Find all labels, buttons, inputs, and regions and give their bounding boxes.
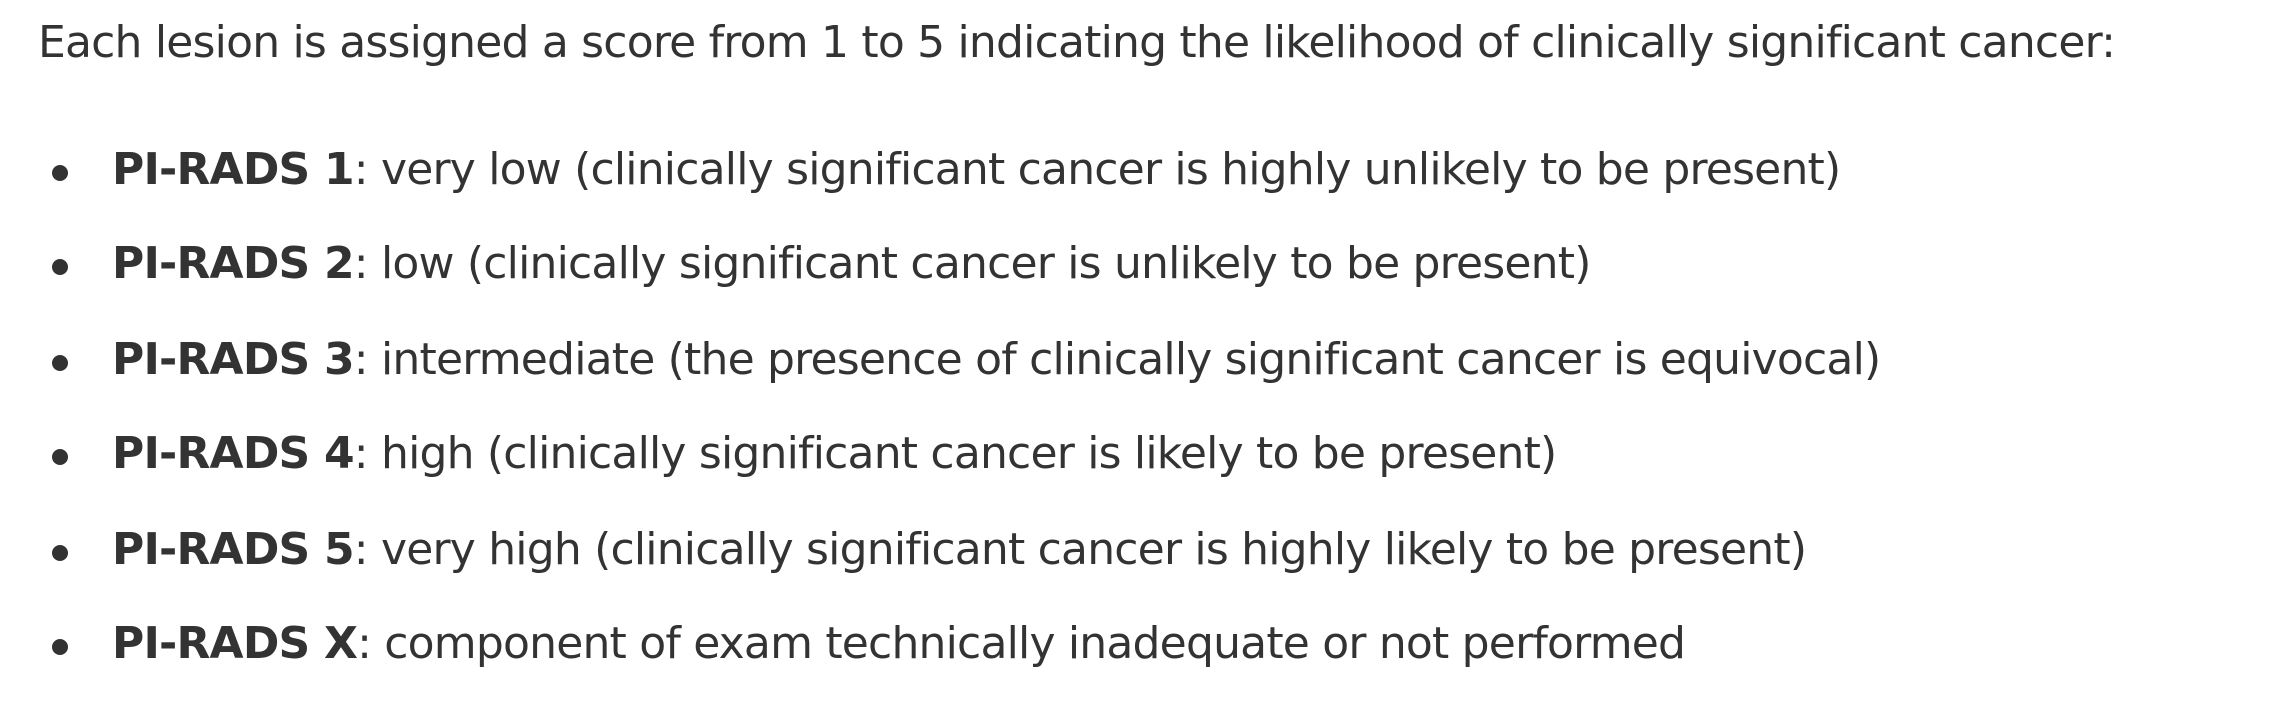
score-term: PI-RADS 2 [112, 238, 355, 289]
bullet-icon [52, 165, 68, 181]
bullet-icon [52, 545, 68, 561]
bullet-icon [52, 449, 68, 465]
list-item-text: PI-RADS 3: intermediate (the presence of… [112, 327, 1881, 393]
score-description: : high (clinically significant cancer is… [353, 428, 1557, 479]
score-description: : component of exam technically inadequa… [357, 618, 1686, 669]
intro-paragraph: Each lesion is assigned a score from 1 t… [38, 17, 2116, 68]
score-description: : very low (clinically significant cance… [353, 144, 1841, 195]
score-term: PI-RADS X [112, 618, 358, 669]
score-term: PI-RADS 3 [112, 334, 355, 385]
list-item: PI-RADS 4: high (clinically significant … [0, 421, 2274, 487]
bullet-icon [52, 259, 68, 275]
score-term: PI-RADS 1 [112, 144, 355, 195]
score-description: : low (clinically significant cancer is … [353, 238, 1592, 289]
list-item-text: PI-RADS 1: very low (clinically signific… [112, 137, 1841, 203]
list-item: PI-RADS 5: very high (clinically signifi… [0, 517, 2274, 583]
score-description: : very high (clinically significant canc… [353, 524, 1807, 575]
list-item: PI-RADS X: component of exam technically… [0, 611, 2274, 677]
list-item: PI-RADS 2: low (clinically significant c… [0, 231, 2274, 297]
list-item: PI-RADS 1: very low (clinically signific… [0, 137, 2274, 203]
score-description: : intermediate (the presence of clinical… [353, 334, 1881, 385]
list-item-text: PI-RADS 2: low (clinically significant c… [112, 231, 1591, 297]
bullet-icon [52, 639, 68, 655]
list-item: PI-RADS 3: intermediate (the presence of… [0, 327, 2274, 393]
list-item-text: PI-RADS X: component of exam technically… [112, 611, 1686, 677]
score-term: PI-RADS 4 [112, 428, 355, 479]
score-term: PI-RADS 5 [112, 524, 355, 575]
list-item-text: PI-RADS 4: high (clinically significant … [112, 421, 1557, 487]
bullet-icon [52, 355, 68, 371]
list-item-text: PI-RADS 5: very high (clinically signifi… [112, 517, 1807, 583]
